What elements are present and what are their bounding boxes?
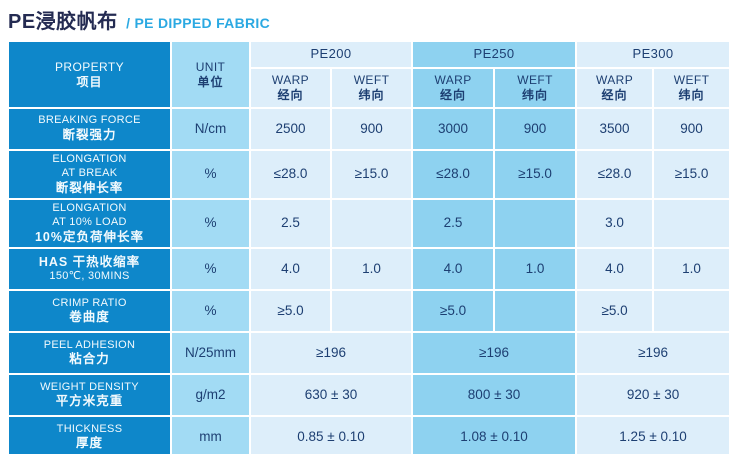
table-cell-merged: ≥196: [251, 333, 412, 374]
table-row-elongation-at-break: ELONGATION AT BREAK 断裂伸长率 % ≤28.0 ≥15.0 …: [9, 151, 730, 199]
table-cell: 900: [332, 109, 412, 149]
property-header-en: PROPERTY: [55, 59, 124, 74]
column-header-property: PROPERTY 项目: [9, 42, 170, 107]
table-cell: [332, 291, 412, 332]
unit-cell: mm: [172, 417, 249, 454]
table-cell-merged: 1.08 ± 0.10: [413, 417, 576, 454]
table-cell: 1.0: [495, 249, 576, 290]
page-title: PE浸胶帆布 / PE DIPPED FABRIC: [0, 0, 732, 40]
table-cell-merged: 630 ± 30: [251, 375, 412, 416]
unit-cell: g/m2: [172, 375, 249, 416]
table-cell: 2500: [251, 109, 330, 149]
table-cell: ≥15.0: [654, 151, 730, 199]
page-title-chinese: PE浸胶帆布: [8, 11, 118, 33]
header-pe300-weft: WEFT 纬向: [654, 69, 730, 107]
table-cell: ≥15.0: [495, 151, 576, 199]
unit-header-en: UNIT: [195, 59, 226, 74]
table-row-weight-density: WEIGHT DENSITY 平方米克重 g/m2 630 ± 30 800 ±…: [9, 375, 730, 416]
unit-cell: N/cm: [172, 109, 249, 149]
table-cell: 1.0: [332, 249, 412, 290]
column-header-pe200: PE200: [251, 42, 412, 67]
table-cell: 900: [654, 109, 730, 149]
header-row-warp-weft: WARP 经向 WEFT 纬向 WARP 经向 WEFT 纬向 WARP 经向 …: [9, 69, 730, 107]
property-label: THICKNESS 厚度: [9, 417, 170, 454]
property-label: CRIMP RATIO 卷曲度: [9, 291, 170, 332]
table-cell: 3000: [413, 109, 494, 149]
unit-cell: %: [172, 249, 249, 290]
header-pe200-warp: WARP 经向: [251, 69, 330, 107]
header-pe200-weft: WEFT 纬向: [332, 69, 412, 107]
table-cell: 900: [495, 109, 576, 149]
property-label: ELONGATION AT 10% LOAD 10%定负荷伸长率: [9, 200, 170, 248]
header-pe300-warp: WARP 经向: [577, 69, 653, 107]
table-cell: [654, 291, 730, 332]
unit-cell: %: [172, 151, 249, 199]
property-label: ELONGATION AT BREAK 断裂伸长率: [9, 151, 170, 199]
table-cell: 3500: [577, 109, 653, 149]
page-title-english: / PE DIPPED FABRIC: [126, 15, 271, 31]
table-cell-merged: 920 ± 30: [577, 375, 730, 416]
table-cell: 4.0: [251, 249, 330, 290]
table-row-has-shrinkage: HAS 干热收缩率 150℃, 30MINS % 4.0 1.0 4.0 1.0…: [9, 249, 730, 290]
table-cell: 4.0: [577, 249, 653, 290]
table-row-peel-adhesion: PEEL ADHESION 粘合力 N/25mm ≥196 ≥196 ≥196: [9, 333, 730, 374]
table-cell-merged: ≥196: [413, 333, 576, 374]
unit-header-cn: 单位: [197, 74, 224, 89]
table-cell: 2.5: [251, 200, 330, 248]
property-label: BREAKING FORCE 断裂强力: [9, 109, 170, 149]
unit-cell: N/25mm: [172, 333, 249, 374]
unit-cell: %: [172, 200, 249, 248]
property-label: PEEL ADHESION 粘合力: [9, 333, 170, 374]
table-cell: 4.0: [413, 249, 494, 290]
header-pe250-weft: WEFT 纬向: [495, 69, 576, 107]
table-cell: [654, 200, 730, 248]
table-cell: 3.0: [577, 200, 653, 248]
table-row-crimp-ratio: CRIMP RATIO 卷曲度 % ≥5.0 ≥5.0 ≥5.0: [9, 291, 730, 332]
table-cell: [495, 291, 576, 332]
table-cell: [495, 200, 576, 248]
column-header-unit: UNIT 单位: [172, 42, 249, 107]
unit-cell: %: [172, 291, 249, 332]
table-cell: ≥5.0: [413, 291, 494, 332]
table-row-elongation-at-10-load: ELONGATION AT 10% LOAD 10%定负荷伸长率 % 2.5 2…: [9, 200, 730, 248]
property-header-cn: 项目: [76, 74, 103, 89]
property-label: WEIGHT DENSITY 平方米克重: [9, 375, 170, 416]
spec-table: PROPERTY 项目 UNIT 单位 PE200 PE250 PE300 WA…: [7, 40, 731, 454]
table-cell: ≤28.0: [413, 151, 494, 199]
table-cell: ≤28.0: [251, 151, 330, 199]
header-row-groups: PROPERTY 项目 UNIT 单位 PE200 PE250 PE300: [9, 42, 730, 107]
column-header-pe250: PE250: [413, 42, 576, 67]
table-cell-merged: ≥196: [577, 333, 730, 374]
table-row-breaking-force: BREAKING FORCE 断裂强力 N/cm 2500 900 3000 9…: [9, 109, 730, 149]
column-header-pe300: PE300: [577, 42, 730, 67]
table-cell: 2.5: [413, 200, 494, 248]
header-pe250-warp: WARP 经向: [413, 69, 494, 107]
table-row-thickness: THICKNESS 厚度 mm 0.85 ± 0.10 1.08 ± 0.10 …: [9, 417, 730, 454]
property-label: HAS 干热收缩率 150℃, 30MINS: [9, 249, 170, 290]
table-cell: 1.0: [654, 249, 730, 290]
table-cell-merged: 1.25 ± 0.10: [577, 417, 730, 454]
table-cell: [332, 200, 412, 248]
table-cell-merged: 800 ± 30: [413, 375, 576, 416]
table-cell: ≥5.0: [577, 291, 653, 332]
table-cell: ≤28.0: [577, 151, 653, 199]
table-cell: ≥5.0: [251, 291, 330, 332]
table-cell: ≥15.0: [332, 151, 412, 199]
table-cell-merged: 0.85 ± 0.10: [251, 417, 412, 454]
